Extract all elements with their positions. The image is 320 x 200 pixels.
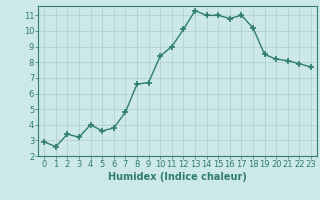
X-axis label: Humidex (Indice chaleur): Humidex (Indice chaleur)	[108, 172, 247, 182]
